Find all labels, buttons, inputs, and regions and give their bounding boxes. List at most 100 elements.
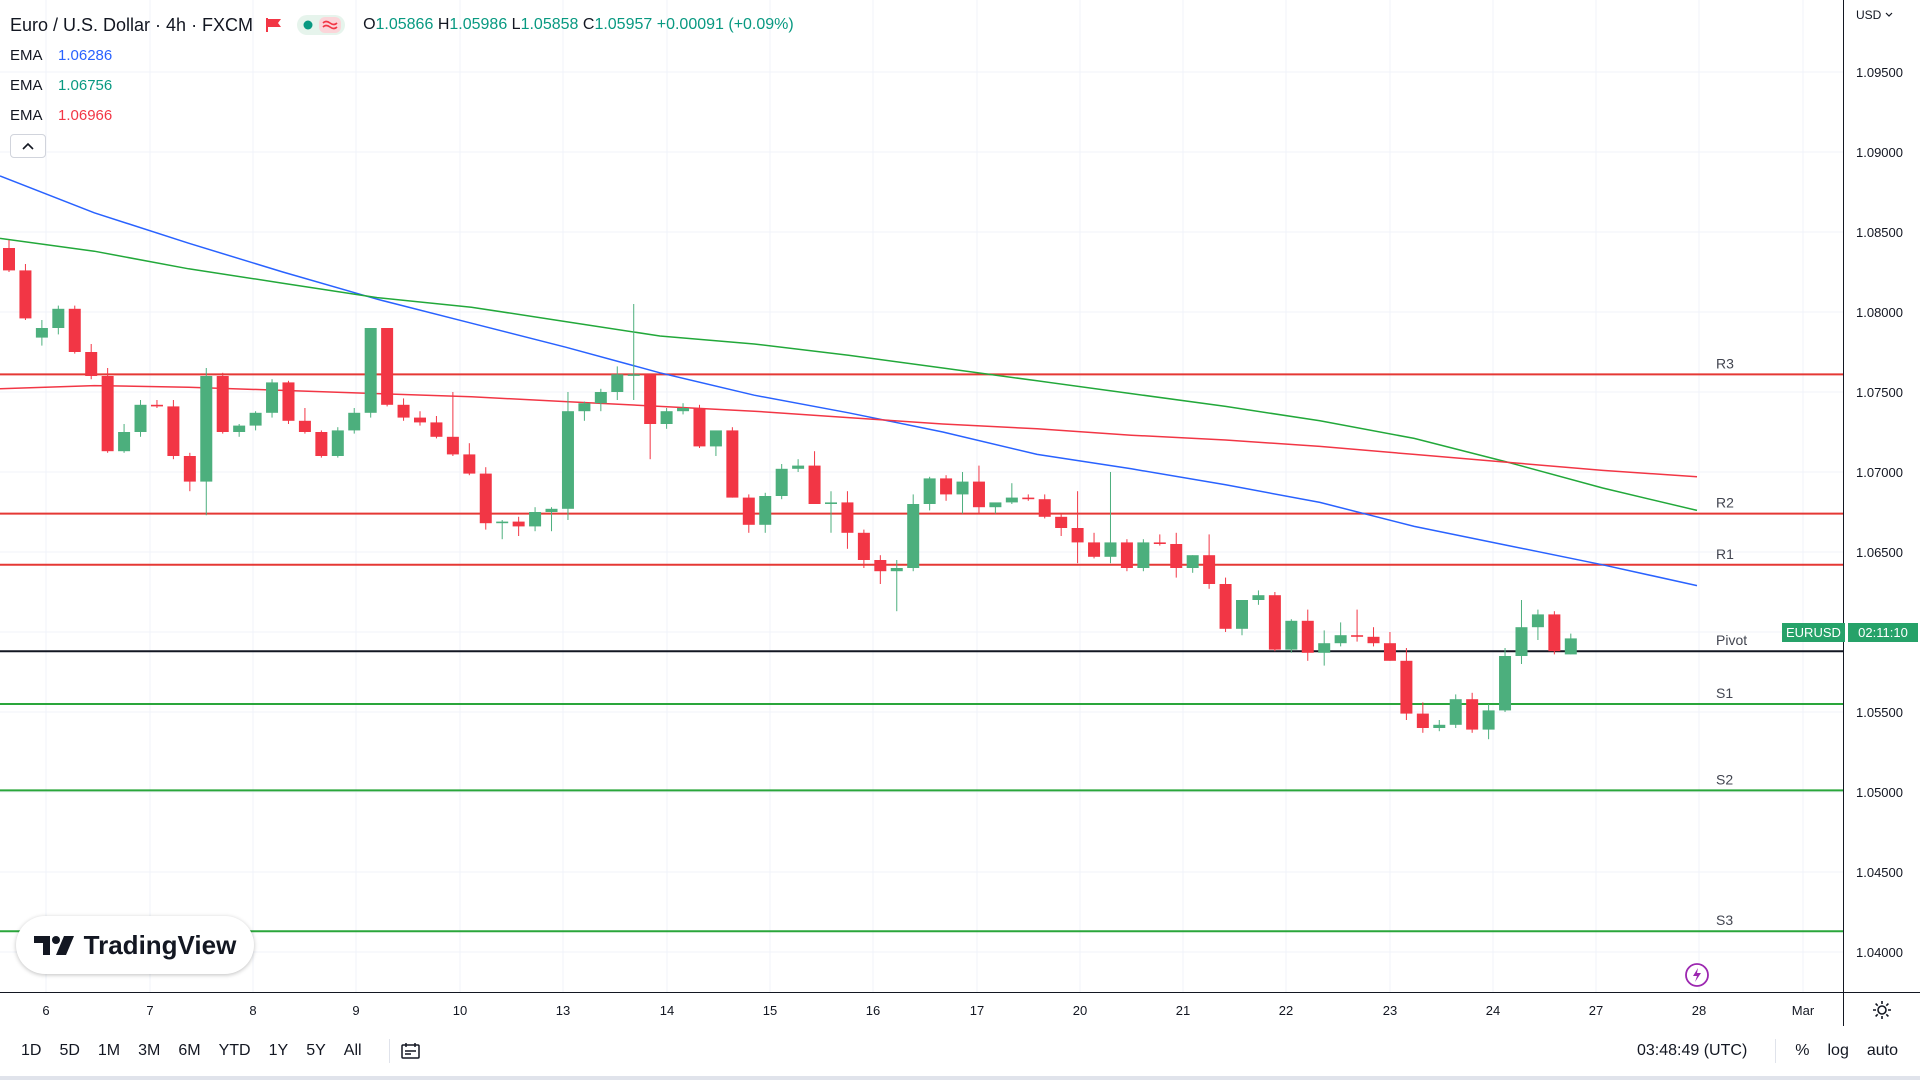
log-scale-button[interactable]: log <box>1827 1042 1849 1059</box>
candle-body <box>150 404 163 407</box>
candle-body <box>1449 699 1462 725</box>
candle-body <box>989 502 1002 508</box>
level-label-r1: R1 <box>1716 546 1734 562</box>
candle-body <box>1268 595 1281 650</box>
bottom-strip <box>0 1076 1920 1080</box>
candle-body <box>660 411 673 424</box>
candle-body <box>1482 710 1495 730</box>
candle-body <box>825 502 837 504</box>
candle-body <box>1170 544 1183 568</box>
candle-body <box>709 430 722 447</box>
lightning-event-icon[interactable] <box>1684 962 1710 988</box>
utc-clock[interactable]: 03:48:49 (UTC) <box>1637 1042 1748 1059</box>
ema-row-2[interactable]: EMA 1.06756 <box>10 70 794 100</box>
candle-body <box>759 496 772 525</box>
price-tick-label: 1.09500 <box>1856 65 1903 80</box>
time-tick-label: 16 <box>866 1003 880 1018</box>
range-1y-button[interactable]: 1Y <box>268 1042 289 1059</box>
candle-body <box>1005 497 1018 503</box>
level-label-s1: S1 <box>1716 685 1733 701</box>
candle-body <box>496 521 509 524</box>
candle-body <box>1383 643 1396 661</box>
chart-svg[interactable]: R3 R2 R1 Pivot S1 S2 S3 <box>0 0 1843 992</box>
candles <box>3 240 1577 740</box>
range-5d-button[interactable]: 5D <box>59 1042 80 1059</box>
candle-body <box>1055 516 1068 528</box>
symbol-row: Euro / U.S. Dollar · 4h · FXCM O1.05866 … <box>10 10 794 40</box>
candle-body <box>874 560 887 572</box>
candle-body <box>414 417 426 423</box>
candle-body <box>1334 635 1347 644</box>
flag-icon[interactable] <box>265 17 283 33</box>
ema-row-3[interactable]: EMA 1.06966 <box>10 100 794 130</box>
level-label-s3: S3 <box>1716 912 1733 928</box>
candle-body <box>3 248 15 271</box>
candle-body <box>594 392 607 404</box>
candle-body <box>1104 542 1117 557</box>
candle-body <box>200 376 213 482</box>
chart-settings-button[interactable] <box>1843 992 1920 1026</box>
candle-body <box>857 532 870 560</box>
candle-body <box>216 376 229 432</box>
auto-scale-button[interactable]: auto <box>1866 1042 1898 1059</box>
time-tick-label: 24 <box>1486 1003 1500 1018</box>
candle-body <box>1318 643 1331 653</box>
candle-body <box>1203 555 1216 584</box>
candle-body <box>1252 595 1265 600</box>
candle-body <box>972 481 985 508</box>
collapse-legend-button[interactable] <box>10 134 46 158</box>
time-tick-label: 7 <box>146 1003 153 1018</box>
candle-body <box>644 374 657 424</box>
date-range-icon[interactable] <box>400 1041 422 1061</box>
range-1d-button[interactable]: 1D <box>21 1042 42 1059</box>
candle-body <box>381 328 394 405</box>
candle-body <box>1137 542 1150 568</box>
candle-body <box>726 430 739 498</box>
price-tick-label: 1.04000 <box>1856 945 1903 960</box>
range-1m-button[interactable]: 1M <box>97 1042 121 1059</box>
candle-body <box>792 465 805 469</box>
time-tick-label: 6 <box>42 1003 49 1018</box>
toolbar-divider <box>388 1039 390 1063</box>
time-tick-label: 14 <box>660 1003 674 1018</box>
time-tick-label: 13 <box>556 1003 570 1018</box>
candle-body <box>545 508 558 512</box>
symbol-title[interactable]: Euro / U.S. Dollar · 4h · FXCM <box>10 14 254 35</box>
candle-body <box>167 406 180 456</box>
range-ytd-button[interactable]: YTD <box>218 1042 251 1059</box>
time-tick-label: 27 <box>1589 1003 1603 1018</box>
candle-body <box>1236 600 1248 629</box>
close-value: 1.05957 <box>594 16 653 33</box>
tradingview-logo[interactable]: TradingView <box>16 916 254 974</box>
ema-line-2 <box>0 237 1698 512</box>
currency-selector[interactable]: USD <box>1856 8 1893 22</box>
candle-body <box>249 412 262 426</box>
range-3m-button[interactable]: 3M <box>138 1042 161 1059</box>
candle-body <box>1153 542 1166 544</box>
ema-label: EMA <box>10 106 43 124</box>
candle-body <box>923 478 936 504</box>
candle-body <box>693 408 706 447</box>
time-axis[interactable]: 6 7 8 9 10 13 14 15 16 17 20 21 22 23 24 27 28 Mar <box>0 992 1843 1026</box>
candle-body <box>68 308 81 352</box>
candle-body <box>1367 636 1380 644</box>
candle-body <box>364 328 377 413</box>
percent-scale-button[interactable]: % <box>1795 1042 1810 1059</box>
candle-body <box>611 374 624 392</box>
ema-value: 1.06966 <box>58 106 113 124</box>
range-all-button[interactable]: All <box>343 1042 362 1059</box>
range-5y-button[interactable]: 5Y <box>306 1042 326 1059</box>
candle-body <box>940 478 953 495</box>
candle-body <box>233 425 246 432</box>
time-tick-label: 20 <box>1073 1003 1087 1018</box>
chart-pane[interactable]: R3 R2 R1 Pivot S1 S2 S3 Euro / U.S. Dollar · 4… <box>0 0 1843 992</box>
price-axis[interactable]: 1.09500 1.09000 1.08500 1.08000 1.07500 1.070… <box>1843 0 1920 992</box>
chart-legend: Euro / U.S. Dollar · 4h · FXCM O1.05866 … <box>10 10 794 158</box>
candle-body <box>561 411 574 509</box>
ema-label: EMA <box>10 76 43 94</box>
market-status-toggle[interactable] <box>297 15 346 35</box>
range-6m-button[interactable]: 6M <box>178 1042 201 1059</box>
time-tick-label: 17 <box>970 1003 984 1018</box>
ema-row-1[interactable]: EMA 1.06286 <box>10 40 794 70</box>
low-value: 1.05858 <box>520 16 579 33</box>
